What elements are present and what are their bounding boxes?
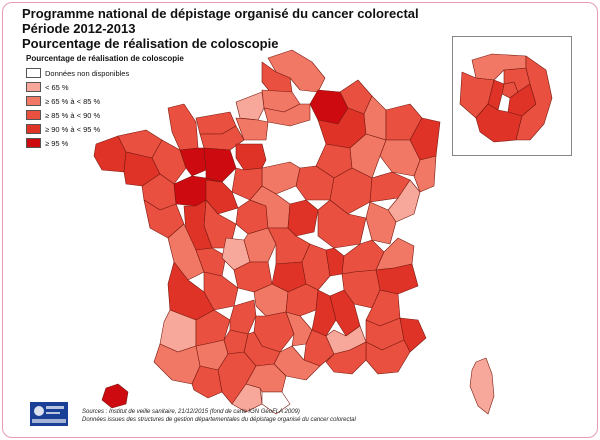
department-reunion: [101, 383, 129, 409]
department-tarn-et-garonne: [223, 329, 249, 355]
legend-item-class-5: ≥ 95 %: [26, 136, 216, 150]
department-nievre: [287, 199, 319, 237]
map-period: Période 2012-2013: [22, 21, 136, 36]
legend-item-class-2: ≥ 65 % à < 85 %: [26, 94, 216, 108]
legend-label: ≥ 90 % à < 95 %: [45, 124, 101, 134]
legend: Pourcentage de réalisation de coloscopie…: [26, 54, 216, 150]
map-subtitle: Pourcentage de réalisation de coloscopie: [22, 36, 279, 51]
institute-logo: [30, 402, 68, 426]
department-charente: [195, 247, 227, 277]
legend-label: Données non disponibles: [45, 68, 130, 78]
legend-item-nodata: Données non disponibles: [26, 66, 216, 80]
department-hautes-pyrenees: [191, 365, 223, 399]
department-eure-et-loir: [235, 143, 267, 171]
legend-label: < 65 %: [45, 82, 69, 92]
department-seine-et-marne: [515, 55, 553, 141]
legend-item-class-4: ≥ 90 % à < 95 %: [26, 122, 216, 136]
legend-label: ≥ 85 % à < 90 %: [45, 110, 101, 120]
legend-label: ≥ 65 % à < 85 %: [45, 96, 101, 106]
department-ariege: [231, 383, 263, 413]
department-bouches-du-rhone: [325, 341, 367, 375]
department-eure: [235, 117, 269, 141]
legend-swatch: [26, 110, 41, 120]
legend-title: Pourcentage de réalisation de coloscopie: [26, 54, 184, 63]
legend-label: ≥ 95 %: [45, 138, 69, 148]
legend-swatch: [26, 124, 41, 134]
department-manche: [167, 103, 199, 151]
department-saone-et-loire: [317, 199, 367, 249]
department-pyrenees-orientales: [261, 391, 291, 415]
ile-de-france-inset-frame: [452, 36, 572, 156]
department-mayenne: [179, 147, 207, 177]
department-corse: [469, 357, 495, 415]
department-alpes-maritimes: [399, 317, 427, 353]
legend-swatch: [26, 96, 41, 106]
department-oise: [263, 103, 311, 127]
legend-swatch: [26, 82, 41, 92]
map-title: Programme national de dépistage organisé…: [22, 6, 419, 21]
department-seine-maritime: [235, 91, 265, 121]
legend-item-class-3: ≥ 85 % à < 90 %: [26, 108, 216, 122]
data-origin-line: Données issues des structures de gestion…: [82, 417, 356, 423]
department-sarthe: [203, 147, 237, 183]
legend-swatch: [26, 68, 41, 78]
legend-swatch: [26, 138, 41, 148]
legend-item-class-1: < 65 %: [26, 80, 216, 94]
sources-line: Sources : Institut de veille sanitaire, …: [82, 409, 300, 415]
sources-note: Sources : Institut de veille sanitaire, …: [82, 408, 502, 424]
department-var: [365, 339, 411, 375]
